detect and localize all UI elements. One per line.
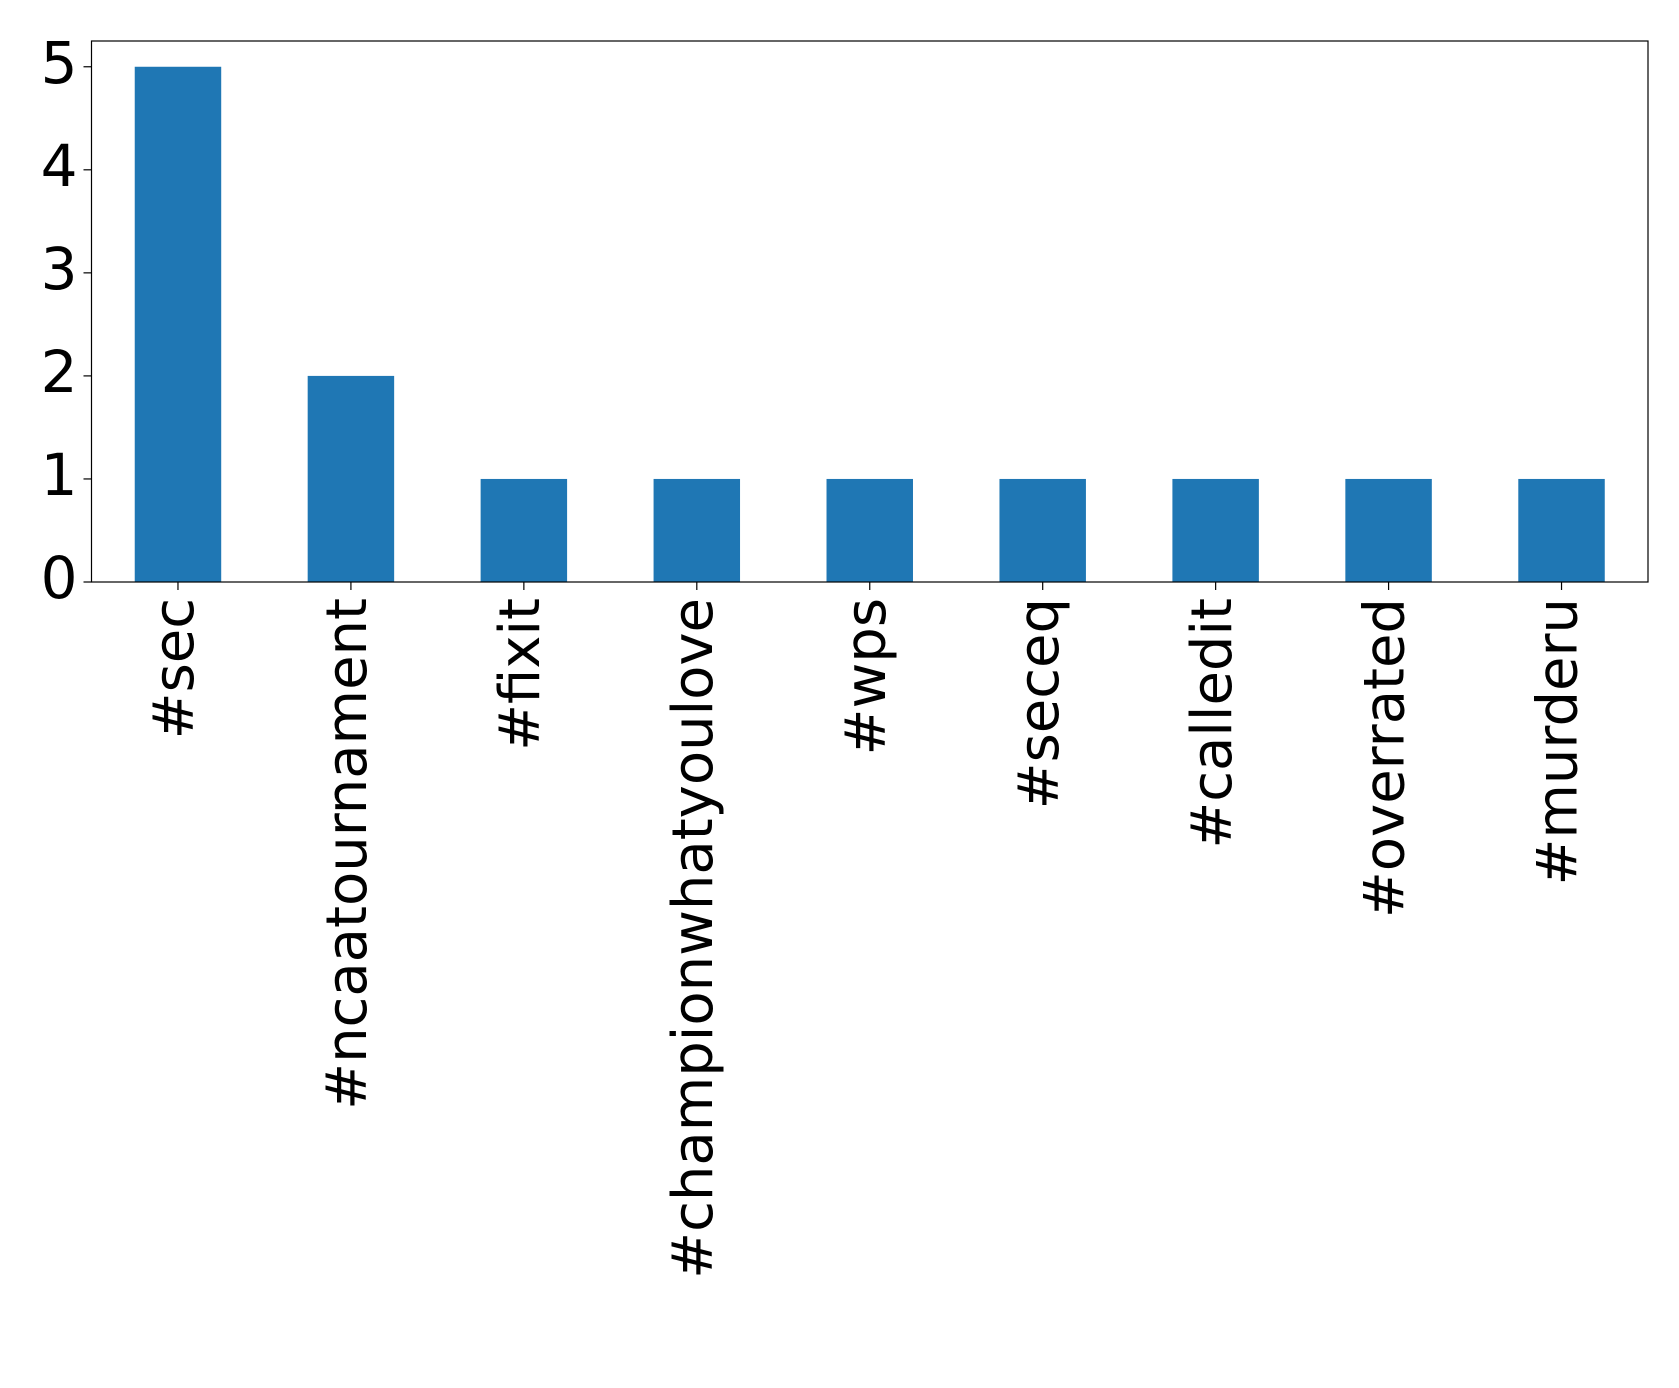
x-tick-label: #ncaatournament	[315, 598, 380, 1110]
bar	[480, 478, 568, 582]
y-tick-label: 0	[41, 544, 78, 612]
bar	[999, 478, 1086, 582]
x-tick-label: #calledit	[1180, 598, 1245, 849]
bar	[826, 478, 913, 582]
x-tick-label: #championwhatyoulove	[661, 598, 726, 1279]
bar	[1518, 478, 1605, 582]
x-tick-label: #sec	[142, 598, 207, 739]
x-tick-label: #fixit	[488, 598, 553, 751]
x-tick-label: #wps	[834, 598, 899, 755]
x-tick-label: #murderu	[1526, 598, 1591, 886]
bar	[1172, 478, 1259, 582]
y-tick-label: 4	[41, 132, 78, 200]
y-tick-label: 2	[41, 338, 78, 406]
y-tick-label: 3	[41, 235, 78, 303]
x-tick-label: #overrated	[1353, 598, 1418, 918]
plot-frame	[90, 40, 1649, 583]
bar	[134, 66, 222, 582]
bar	[653, 478, 741, 582]
bar	[1345, 478, 1432, 582]
y-tick-label: 1	[41, 441, 78, 509]
x-tick-label: #seceq	[1007, 598, 1072, 809]
bar	[307, 375, 395, 582]
y-tick-label: 5	[41, 29, 78, 97]
